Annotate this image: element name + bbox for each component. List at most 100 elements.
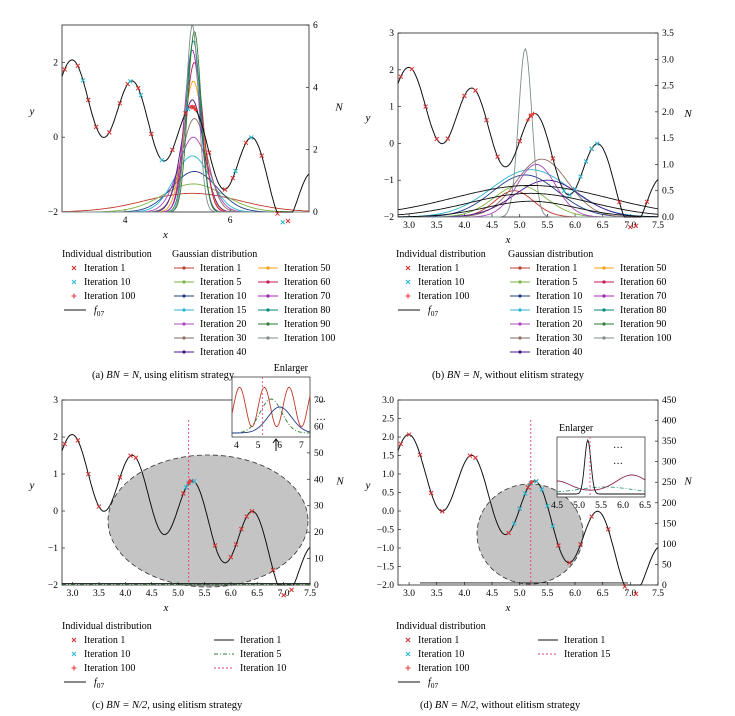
legend-marker xyxy=(182,336,186,340)
y2-tick-label: 1.5 xyxy=(662,134,674,144)
y-tick-label: 1.5 xyxy=(382,452,394,462)
legend-label-f07: f07 xyxy=(428,677,439,690)
inset-frame xyxy=(231,376,311,438)
inset-x-tick-label: 5.0 xyxy=(573,501,585,511)
gaussian-curve xyxy=(61,192,310,213)
data-point xyxy=(185,106,191,112)
y2-tick-label: 2.5 xyxy=(662,82,674,92)
y-tick-label: 2 xyxy=(53,58,58,68)
caption-part: BN = N/2, xyxy=(106,700,152,711)
data-point xyxy=(159,157,165,163)
data-point xyxy=(133,455,139,461)
legend-marker xyxy=(266,308,270,312)
x-tick-label: 5.5 xyxy=(199,589,211,599)
legend-label-individual: Iteration 1 xyxy=(84,263,125,274)
legend-title-individual: Individual distribution xyxy=(62,621,152,632)
gaussian-curve xyxy=(62,171,309,213)
data-point xyxy=(495,154,500,160)
x-tick-label: 7.5 xyxy=(652,221,664,231)
legend-label-gaussian: Iteration 30 xyxy=(536,333,582,344)
data-point xyxy=(633,223,639,229)
data-point xyxy=(62,441,67,447)
legend-title-gaussian: Gaussian distribution xyxy=(172,249,257,260)
y-tick-label: −1 xyxy=(384,176,394,186)
data-point xyxy=(275,211,280,216)
legend-marker xyxy=(182,350,186,354)
legend-marker xyxy=(518,322,522,326)
y-tick-label: −0.5 xyxy=(377,526,394,536)
data-point xyxy=(622,584,628,589)
y-tick-label: 0 xyxy=(53,507,58,517)
x-tick-label: 5.5 xyxy=(541,589,553,599)
legend-label-individual: Iteration 10 xyxy=(418,277,464,288)
y2-tick-label: 200 xyxy=(662,499,677,509)
data-point xyxy=(85,97,91,103)
y2-tick-label: 50 xyxy=(662,560,672,570)
legend-marker xyxy=(405,651,411,657)
x-tick-label: 7.0 xyxy=(624,589,636,599)
legend-label-gaussian: Iteration 1 xyxy=(536,263,577,274)
legend-marker xyxy=(405,279,411,285)
y-tick-label: 0 xyxy=(389,139,394,149)
x-tick-label: 3.5 xyxy=(93,589,105,599)
legend-marker xyxy=(71,637,77,643)
data-point xyxy=(517,506,523,512)
y-tick-label: 2 xyxy=(389,66,394,76)
legend-marker xyxy=(71,293,77,299)
data-point xyxy=(228,554,234,560)
data-point xyxy=(417,452,423,458)
data-point xyxy=(525,485,531,490)
data-point xyxy=(583,159,589,164)
x-tick-label: 7.0 xyxy=(278,589,290,599)
legend-label-gaussian: Iteration 70 xyxy=(284,291,330,302)
x-tick-label: 6.5 xyxy=(597,221,609,231)
data-point xyxy=(191,479,197,484)
y-axis-label: y xyxy=(29,480,35,492)
inset-curve xyxy=(557,438,645,495)
legend-marker xyxy=(182,266,186,270)
data-point xyxy=(567,192,572,198)
caption-part: using elitism strategy xyxy=(152,700,243,711)
x-tick-label: 4.5 xyxy=(146,589,158,599)
legend-marker xyxy=(266,280,270,284)
caption-part: (d) xyxy=(420,700,435,711)
legend-label-gaussian: Iteration 40 xyxy=(200,347,246,358)
data-point xyxy=(473,88,478,93)
legend-label-gaussian: Iteration 100 xyxy=(620,333,671,344)
y-tick-label: 1.0 xyxy=(382,470,394,480)
data-point xyxy=(170,147,175,153)
legend-label-gaussian: Iteration 1 xyxy=(200,263,241,274)
inset-x-tick-label: 4.5 xyxy=(551,501,563,511)
inset-curve xyxy=(232,406,311,434)
legend-label-part: 07 xyxy=(431,681,439,690)
legend-marker xyxy=(71,651,77,657)
y2-tick-label: 250 xyxy=(662,478,677,488)
data-point xyxy=(62,67,67,72)
legend-marker xyxy=(602,266,606,270)
caption-part: BN = N, xyxy=(447,370,485,381)
y-tick-label: −2 xyxy=(384,213,394,223)
legend-label-part: 07 xyxy=(97,681,105,690)
data-point xyxy=(106,129,112,135)
y2-tick-label: 4 xyxy=(313,83,318,93)
inset-x-tick-label: 6 xyxy=(277,441,282,451)
y2-tick-label: 2.0 xyxy=(662,108,674,118)
legend-label-part: f xyxy=(428,677,432,688)
data-point xyxy=(633,591,639,597)
legend-marker xyxy=(405,637,411,643)
data-point xyxy=(406,432,412,437)
x-tick-label: 4.0 xyxy=(458,221,470,231)
legend-marker xyxy=(266,294,270,298)
legend-title-individual: Individual distribution xyxy=(396,249,486,260)
data-point xyxy=(550,156,556,161)
data-point xyxy=(594,141,600,147)
data-point xyxy=(181,491,186,496)
y-tick-label: −2.0 xyxy=(377,581,394,591)
y-tick-label: −2 xyxy=(48,208,58,218)
legend-marker xyxy=(602,322,606,326)
data-point xyxy=(428,490,434,496)
data-point xyxy=(531,111,536,116)
inset-ellipsis: ··· xyxy=(316,415,326,426)
y2-tick-label: 400 xyxy=(662,417,677,427)
highlight-ellipse xyxy=(476,483,584,585)
